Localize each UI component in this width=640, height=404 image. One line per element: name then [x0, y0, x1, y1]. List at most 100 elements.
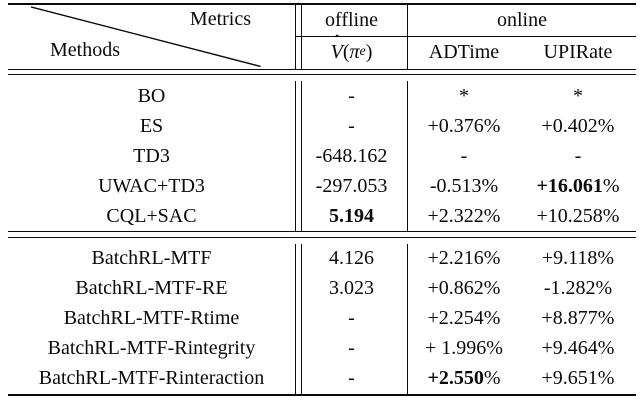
- value-text: *: [459, 84, 469, 107]
- section-divider-double-rule: [8, 231, 636, 238]
- value-text: -0.513%: [429, 174, 499, 197]
- method-cell: BatchRL-MTF: [91, 247, 212, 269]
- offline-value-cell: -: [295, 111, 408, 141]
- value-text: +0.862%: [427, 277, 501, 299]
- table-row: TD3 -648.162 - -: [8, 141, 636, 171]
- table-row: BO - * *: [8, 81, 636, 111]
- bottom-rule: [8, 393, 636, 396]
- header-body-double-rule: [8, 68, 636, 75]
- offline-value-cell: 3.023: [295, 273, 408, 304]
- adtime-value-cell: + 1.996%: [408, 334, 520, 364]
- table-row: BatchRL-MTF-Rinteraction - +2.550% +9.651%: [8, 363, 636, 394]
- method-cell: BatchRL-MTF-Rintegrity: [47, 337, 256, 359]
- method-cell: BatchRL-MTF-RE: [75, 277, 228, 299]
- table-row: ES - +0.376% +0.402%: [8, 111, 636, 141]
- offline-value-cell: -: [295, 303, 408, 334]
- table-row: BatchRL-MTF-RE 3.023 +0.862% -1.282%: [8, 273, 636, 304]
- value-text: +2.216%: [427, 247, 501, 269]
- value-text: +9.651%: [541, 367, 615, 389]
- table-section-batchrl-variants: BatchRL-MTF 4.126 +2.216% +9.118% BatchRL-MT…: [8, 238, 636, 394]
- upirate-value-cell: -: [520, 141, 636, 171]
- table-section-baselines: BO - * * ES - +0.376% +0.402% TD3 -648.162 - - UWAC+…: [8, 75, 636, 231]
- value-text: -: [460, 144, 468, 167]
- value-text: *: [573, 84, 583, 107]
- results-table: Metrics Methods offline online ˆ V(π e) AD…: [8, 3, 636, 396]
- value-text: -: [348, 114, 355, 137]
- value-text: -648.162: [315, 144, 388, 167]
- upirate-value-cell: +9.464%: [520, 334, 636, 364]
- value-text: -: [348, 367, 355, 389]
- bold-value-text: 5.194: [329, 204, 374, 227]
- adtime-value-cell: *: [408, 81, 520, 111]
- value-text: %: [602, 174, 620, 197]
- upirate-value-cell: *: [520, 81, 636, 111]
- method-cell: UWAC+TD3: [98, 174, 205, 197]
- upirate-column-header: UPIRate: [520, 36, 636, 69]
- offline-value-cell: -: [295, 333, 408, 364]
- value-text: -1.282%: [543, 277, 613, 299]
- adtime-value-cell: -0.513%: [408, 171, 520, 201]
- method-cell: BO: [137, 84, 166, 107]
- table-row: BatchRL-MTF 4.126 +2.216% +9.118%: [8, 243, 636, 274]
- value-text: -: [348, 84, 355, 107]
- value-text: %: [483, 367, 501, 389]
- value-text: +9.118%: [541, 247, 615, 269]
- adtime-value-cell: +2.254%: [408, 304, 520, 334]
- diagonal-line: [8, 5, 295, 69]
- top-rule: [8, 3, 636, 5]
- offline-value-cell: 5.194: [295, 201, 408, 231]
- value-text: +2.254%: [427, 307, 501, 329]
- method-cell: BatchRL-MTF-Rinteraction: [38, 367, 265, 389]
- value-text: +2.322%: [427, 204, 501, 227]
- bold-value-text: +16.061: [536, 174, 603, 197]
- method-cell: BatchRL-MTF-Rtime: [63, 307, 240, 329]
- value-text: +0.376%: [427, 114, 501, 137]
- value-text: +10.258%: [536, 204, 620, 227]
- value-text: -: [348, 307, 355, 329]
- offline-value-cell: 4.126: [295, 243, 408, 274]
- upirate-value-cell: +0.402%: [520, 111, 636, 141]
- method-cell: CQL+SAC: [106, 204, 197, 227]
- table-row: BatchRL-MTF-Rtime - +2.254% +8.877%: [8, 303, 636, 334]
- upirate-value-cell: +8.877%: [520, 304, 636, 334]
- offline-value-cell: -297.053: [295, 171, 408, 201]
- corner-cell: Metrics Methods: [8, 5, 295, 69]
- header-subdivider-rule: [295, 35, 636, 37]
- online-group-label: online: [497, 8, 547, 31]
- upirate-value-cell: +10.258%: [520, 201, 636, 231]
- methods-label: Methods: [50, 38, 120, 61]
- upirate-value-cell: -1.282%: [520, 274, 636, 304]
- offline-value-cell: -: [295, 363, 408, 394]
- close-paren: ): [365, 40, 373, 63]
- adtime-value-cell: +2.216%: [408, 244, 520, 274]
- value-text: -: [348, 337, 355, 359]
- offline-value-cell: -: [295, 81, 408, 111]
- adtime-value-cell: +0.862%: [408, 274, 520, 304]
- upirate-label: UPIRate: [543, 40, 613, 63]
- adtime-value-cell: +2.322%: [408, 201, 520, 231]
- value-text: 4.126: [329, 247, 374, 269]
- upirate-value-cell: +9.651%: [520, 364, 636, 394]
- value-text: -: [574, 144, 582, 167]
- value-text: + 1.996%: [425, 337, 503, 359]
- bold-value-text: +2.550: [427, 367, 484, 389]
- offline-group-header: offline: [295, 4, 408, 36]
- method-cell: TD3: [133, 144, 170, 167]
- adtime-label: ADTime: [428, 40, 500, 63]
- offline-group-label: offline: [325, 8, 378, 31]
- pi-subscript: e: [359, 44, 366, 59]
- upirate-value-cell: +9.118%: [520, 244, 636, 274]
- offline-value-cell: -648.162: [295, 141, 408, 171]
- upirate-value-cell: +16.061%: [520, 171, 636, 201]
- value-text: 3.023: [329, 277, 374, 299]
- table-row: BatchRL-MTF-Rintegrity - + 1.996% +9.464%: [8, 333, 636, 364]
- adtime-value-cell: +2.550%: [408, 364, 520, 394]
- value-text: +8.877%: [541, 307, 615, 329]
- table-header: Metrics Methods offline online ˆ V(π e) AD…: [8, 4, 636, 69]
- pi-symbol: π: [349, 40, 360, 63]
- open-paren: (: [342, 40, 350, 63]
- adtime-column-header: ADTime: [408, 36, 520, 69]
- online-group-header: online: [408, 5, 636, 36]
- adtime-value-cell: +0.376%: [408, 111, 520, 141]
